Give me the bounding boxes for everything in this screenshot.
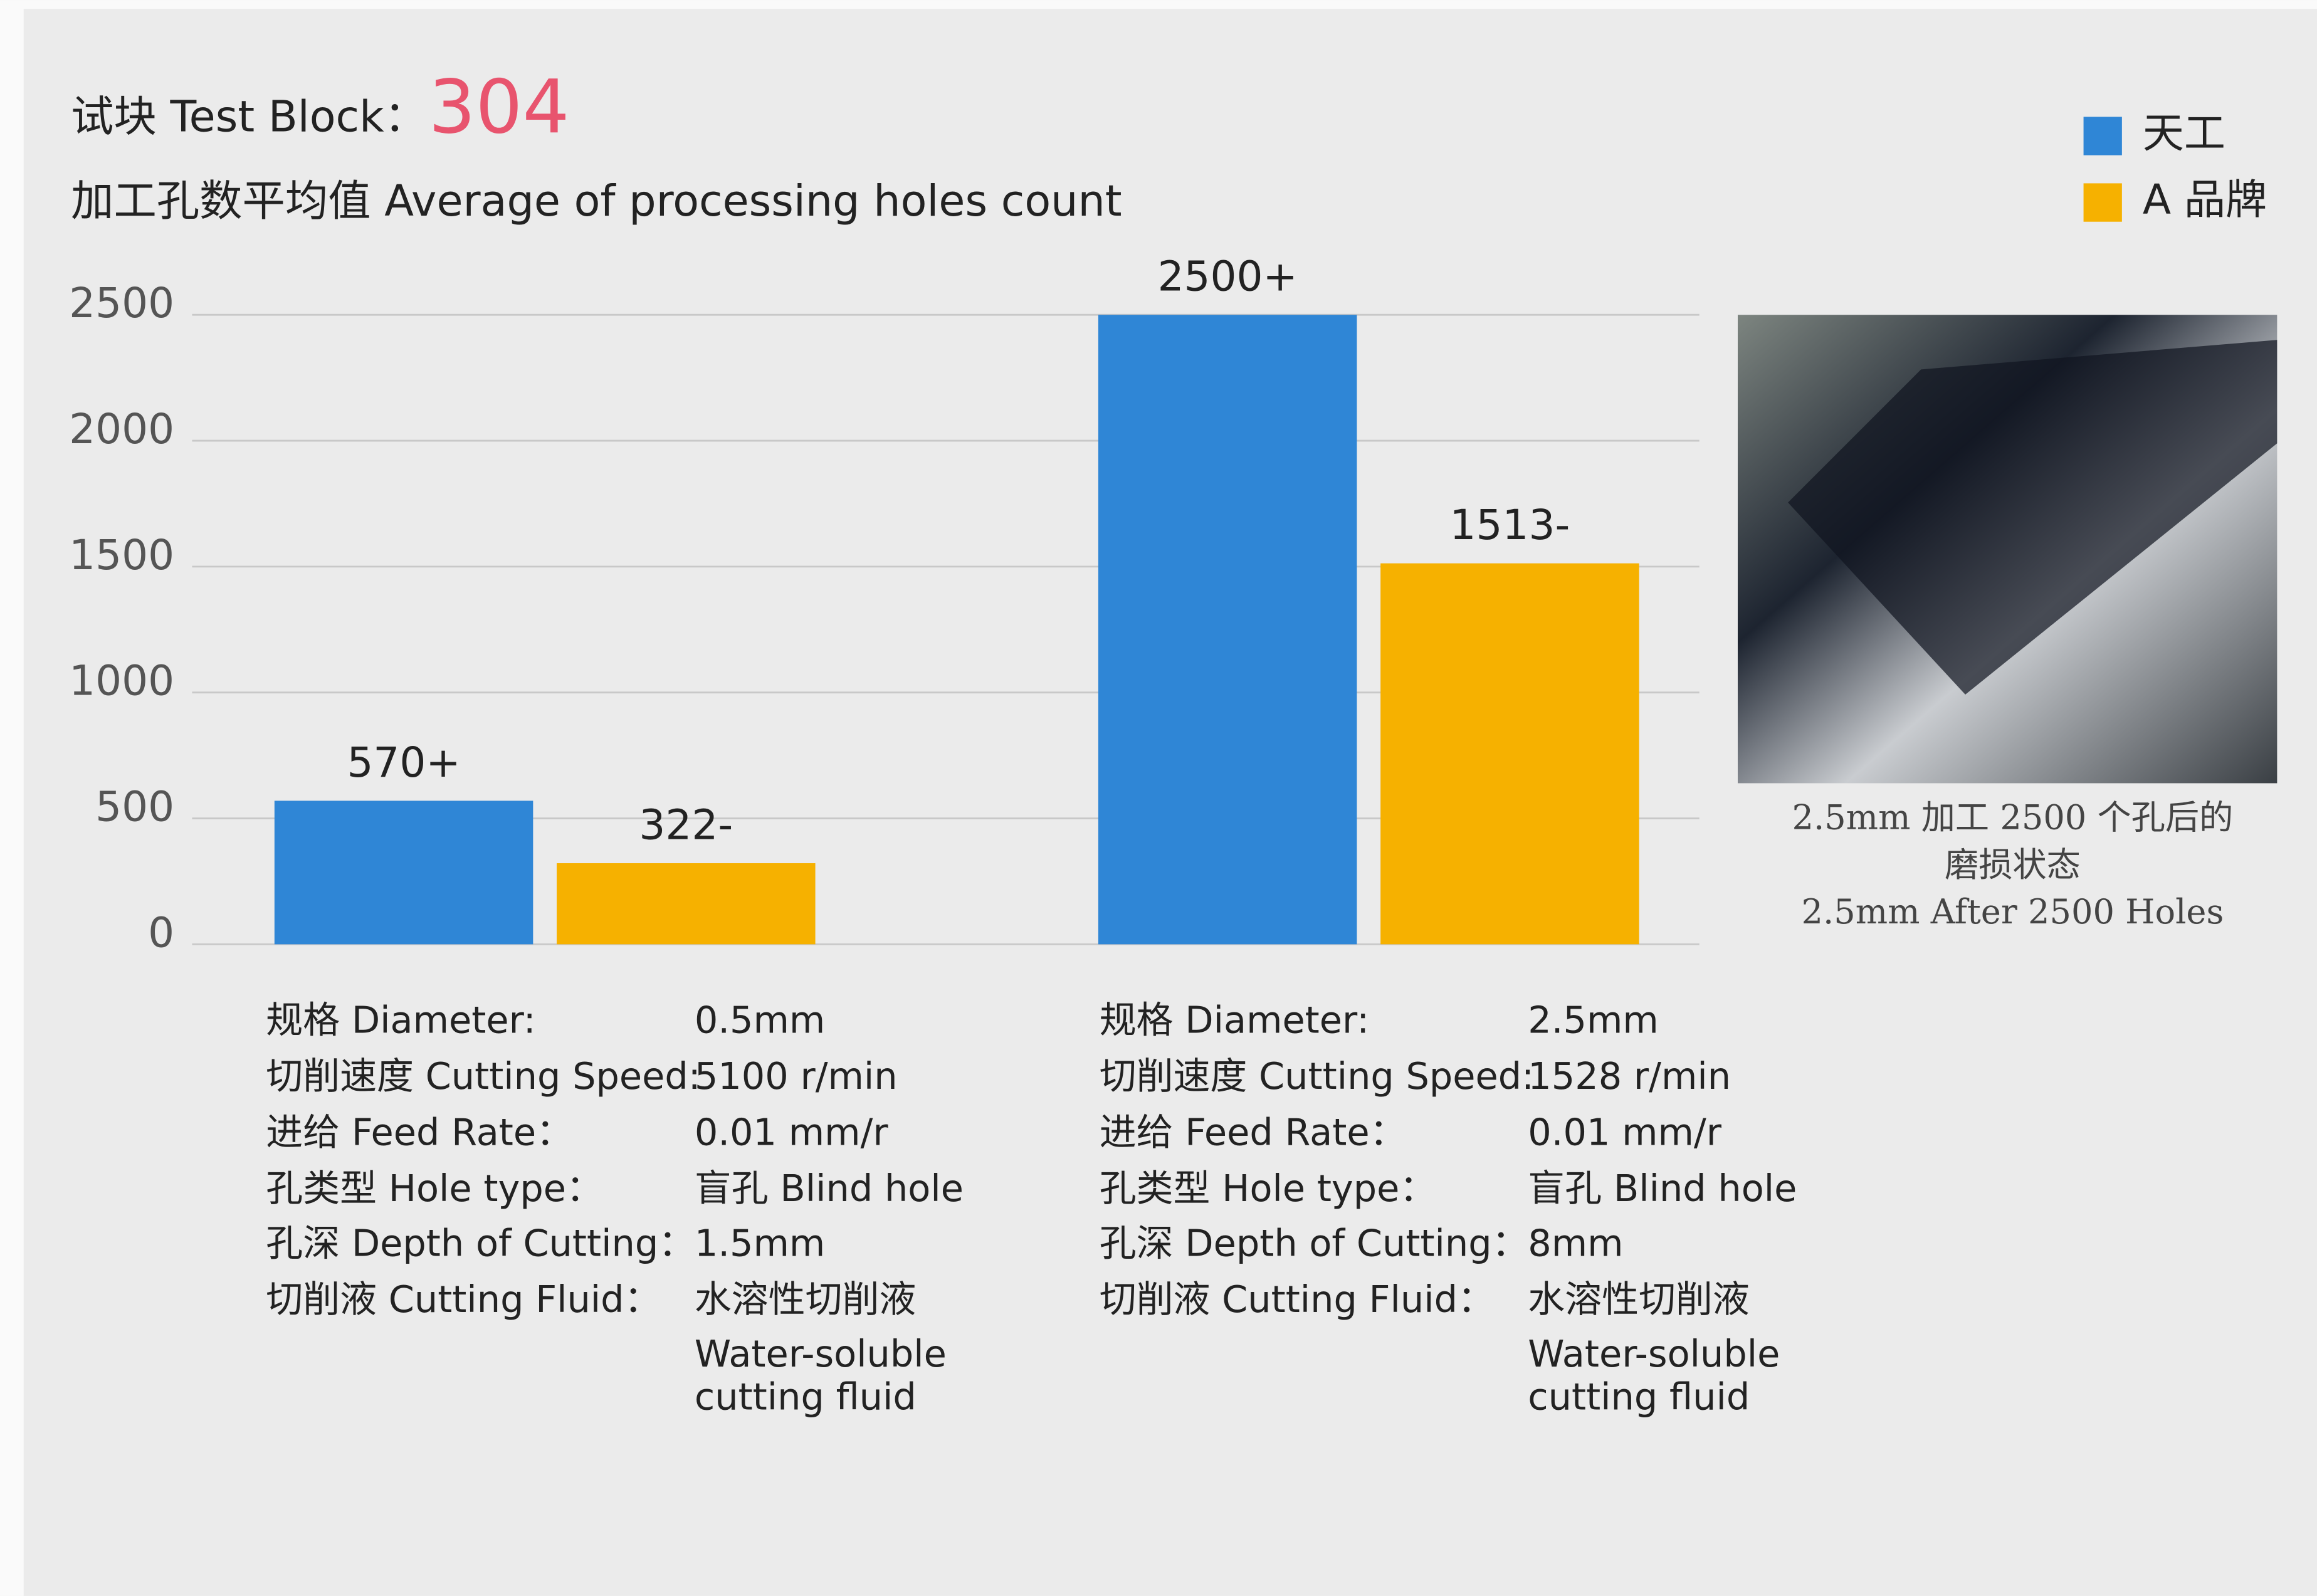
bar [557, 863, 816, 945]
value-label: 570+ [347, 738, 460, 787]
bar [274, 801, 533, 945]
spec-value: cutting fluid [1528, 1375, 1750, 1418]
spec-label: 切削速度 Cutting Speed: [266, 1054, 700, 1098]
spec-label: 孔深 Depth of Cutting： [266, 1221, 695, 1264]
photo-caption: 2.5mm 加工 2500 个孔后的 [1792, 797, 2233, 837]
y-tick-label: 0 [148, 908, 174, 957]
value-label: 2500+ [1158, 253, 1298, 301]
spec-label: 孔深 Depth of Cutting： [1100, 1221, 1529, 1264]
legend-label: 天工 [2143, 109, 2225, 157]
bar [1380, 563, 1639, 945]
spec-value: 2.5mm [1528, 998, 1658, 1041]
spec-value: Water-soluble [695, 1332, 947, 1375]
legend-swatch [2083, 183, 2122, 222]
y-tick-label: 1000 [69, 657, 174, 705]
value-label: 322- [639, 801, 733, 849]
spec-value: 0.5mm [695, 998, 825, 1041]
photo-caption: 2.5mm After 2500 Holes [1802, 892, 2224, 932]
chart-title: 试块 Test Block： [71, 93, 427, 142]
spec-label: 规格 Diameter: [266, 998, 535, 1041]
spec-value: 盲孔 Blind hole [695, 1167, 964, 1210]
legend-swatch [2083, 117, 2122, 155]
spec-value: 0.01 mm/r [695, 1111, 888, 1154]
spec-label: 孔类型 Hole type： [1100, 1167, 1437, 1210]
y-tick-label: 500 [95, 782, 174, 831]
bar [1098, 315, 1357, 945]
spec-label: 切削液 Cutting Fluid： [1100, 1278, 1495, 1321]
y-tick-label: 2000 [69, 405, 174, 453]
spec-value: Water-soluble [1528, 1332, 1780, 1375]
spec-value: 盲孔 Blind hole [1528, 1167, 1797, 1210]
spec-label: 孔类型 Hole type： [266, 1167, 603, 1210]
spec-value: 水溶性切削液 [1528, 1278, 1749, 1321]
photo-caption: 磨损状态 [1945, 845, 2081, 885]
spec-value: 1528 r/min [1528, 1054, 1731, 1098]
spec-label: 进给 Feed Rate： [1100, 1111, 1407, 1154]
spec-label: 规格 Diameter: [1100, 998, 1369, 1041]
spec-value: 5100 r/min [695, 1054, 898, 1098]
spec-value: 8mm [1528, 1221, 1623, 1264]
drill-edge [1788, 340, 2278, 695]
chart-subtitle: 加工孔数平均值 Average of processing holes coun… [71, 177, 1122, 226]
legend-label: A 品牌 [2143, 176, 2267, 224]
value-label: 1513- [1450, 501, 1570, 549]
y-tick-label: 2500 [69, 279, 174, 327]
y-tick-label: 1500 [69, 531, 174, 579]
spec-label: 进给 Feed Rate： [266, 1111, 573, 1154]
block-number: 304 [429, 65, 570, 150]
spec-value: 水溶性切削液 [695, 1278, 916, 1321]
spec-value: 1.5mm [695, 1221, 825, 1264]
spec-label: 切削液 Cutting Fluid： [266, 1278, 661, 1321]
spec-value: 0.01 mm/r [1528, 1111, 1721, 1154]
spec-label: 切削速度 Cutting Speed: [1100, 1054, 1534, 1098]
spec-value: cutting fluid [695, 1375, 917, 1418]
